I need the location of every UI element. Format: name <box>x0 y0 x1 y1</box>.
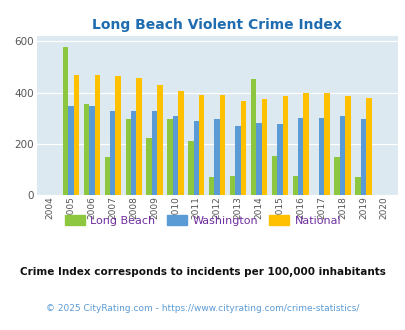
Bar <box>339 115 344 195</box>
Title: Long Beach Violent Crime Index: Long Beach Violent Crime Index <box>92 18 341 32</box>
Bar <box>220 95 225 195</box>
Bar <box>89 106 94 195</box>
Bar <box>229 176 235 195</box>
Bar <box>277 124 282 195</box>
Bar <box>167 119 172 195</box>
Bar <box>235 126 240 195</box>
Bar <box>63 47 68 195</box>
Bar <box>157 85 162 195</box>
Bar <box>354 177 360 195</box>
Bar <box>178 91 183 195</box>
Bar <box>188 141 193 195</box>
Bar <box>125 119 131 195</box>
Bar <box>172 116 178 195</box>
Bar <box>365 98 371 195</box>
Bar <box>297 117 303 195</box>
Bar <box>282 96 287 195</box>
Bar <box>131 111 136 195</box>
Bar <box>193 120 198 195</box>
Bar <box>240 101 246 195</box>
Text: © 2025 CityRating.com - https://www.cityrating.com/crime-statistics/: © 2025 CityRating.com - https://www.city… <box>46 304 359 313</box>
Bar <box>151 111 157 195</box>
Bar <box>271 156 277 195</box>
Bar <box>261 99 266 195</box>
Bar <box>214 119 220 195</box>
Bar <box>318 117 324 195</box>
Legend: Long Beach, Washington, National: Long Beach, Washington, National <box>60 211 345 230</box>
Bar <box>94 75 100 195</box>
Bar <box>136 79 141 195</box>
Bar <box>104 157 110 195</box>
Bar <box>344 96 350 195</box>
Bar <box>209 177 214 195</box>
Bar <box>74 75 79 195</box>
Bar <box>303 92 308 195</box>
Bar <box>324 93 329 195</box>
Bar <box>146 139 151 195</box>
Bar <box>334 157 339 195</box>
Bar <box>110 111 115 195</box>
Bar <box>256 123 261 195</box>
Bar <box>292 176 297 195</box>
Bar <box>250 79 256 195</box>
Text: Crime Index corresponds to incidents per 100,000 inhabitants: Crime Index corresponds to incidents per… <box>20 267 385 277</box>
Bar <box>198 95 204 195</box>
Bar <box>115 76 121 195</box>
Bar <box>360 119 365 195</box>
Bar <box>68 106 74 195</box>
Bar <box>83 104 89 195</box>
